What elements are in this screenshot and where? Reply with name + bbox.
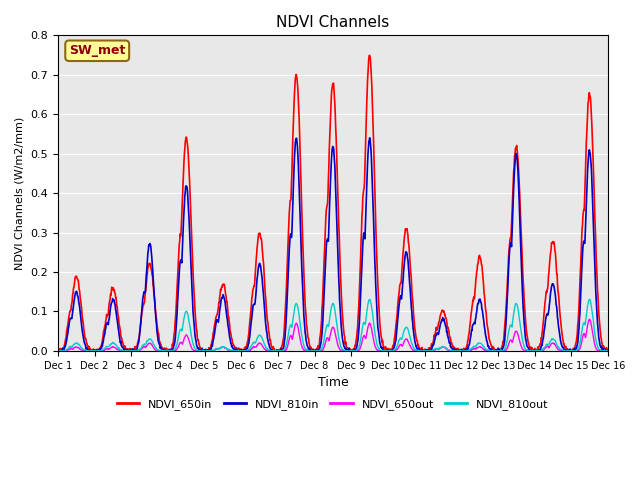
- NDVI_810in: [604, 347, 612, 353]
- X-axis label: Time: Time: [317, 376, 348, 389]
- NDVI_650in: [424, 347, 431, 353]
- NDVI_810in: [54, 348, 62, 354]
- NDVI_810in: [54, 348, 62, 354]
- Line: NDVI_650out: NDVI_650out: [58, 319, 608, 351]
- NDVI_810in: [353, 341, 361, 347]
- NDVI_810out: [452, 348, 460, 354]
- NDVI_650in: [454, 348, 461, 353]
- NDVI_810out: [371, 333, 379, 338]
- NDVI_810out: [353, 348, 360, 353]
- NDVI_650out: [54, 348, 62, 354]
- NDVI_650out: [422, 348, 430, 354]
- NDVI_650out: [81, 348, 89, 353]
- NDVI_810out: [422, 348, 430, 353]
- NDVI_650out: [353, 348, 360, 354]
- Line: NDVI_810in: NDVI_810in: [58, 138, 608, 351]
- Text: SW_met: SW_met: [69, 44, 125, 57]
- NDVI_650in: [366, 52, 374, 58]
- NDVI_810out: [349, 348, 357, 353]
- NDVI_810out: [586, 297, 593, 302]
- NDVI_650in: [372, 235, 380, 241]
- Legend: NDVI_650in, NDVI_810in, NDVI_650out, NDVI_810out: NDVI_650in, NDVI_810in, NDVI_650out, NDV…: [113, 395, 553, 415]
- NDVI_810in: [82, 343, 90, 348]
- NDVI_650out: [586, 316, 593, 322]
- NDVI_650out: [452, 348, 460, 354]
- NDVI_650in: [604, 348, 612, 354]
- NDVI_650in: [82, 336, 90, 341]
- NDVI_810in: [366, 135, 374, 141]
- NDVI_650out: [604, 348, 612, 354]
- NDVI_650in: [54, 348, 62, 354]
- NDVI_810in: [454, 348, 461, 354]
- NDVI_810out: [54, 348, 62, 354]
- Line: NDVI_810out: NDVI_810out: [58, 300, 608, 351]
- NDVI_650out: [371, 344, 379, 350]
- NDVI_650in: [350, 346, 358, 351]
- NDVI_650in: [353, 328, 361, 334]
- Y-axis label: NDVI Channels (W/m2/mm): NDVI Channels (W/m2/mm): [15, 117, 25, 270]
- NDVI_810in: [372, 291, 380, 297]
- NDVI_650out: [349, 348, 357, 354]
- NDVI_810in: [424, 348, 431, 354]
- NDVI_810out: [81, 348, 89, 354]
- NDVI_810in: [350, 348, 358, 354]
- Title: NDVI Channels: NDVI Channels: [276, 15, 390, 30]
- Line: NDVI_650in: NDVI_650in: [58, 55, 608, 351]
- NDVI_810out: [604, 348, 612, 353]
- NDVI_650in: [54, 348, 62, 353]
